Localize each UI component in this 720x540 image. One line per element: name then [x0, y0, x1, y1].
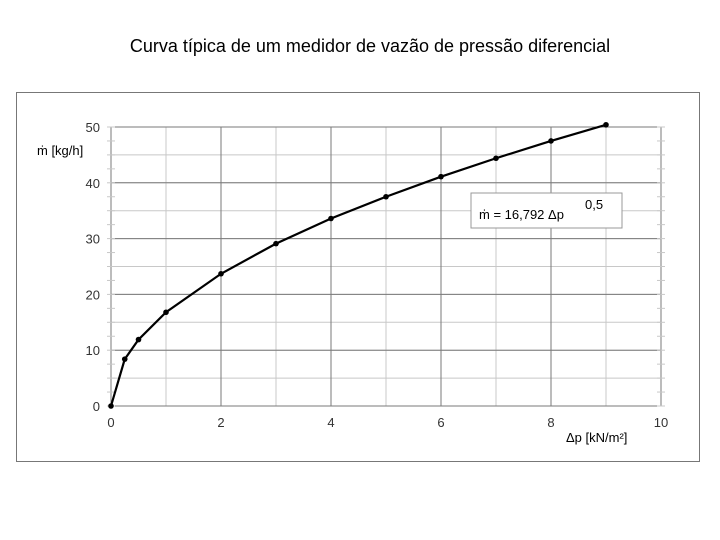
x-tick-label: 8 [547, 415, 554, 430]
data-point [328, 215, 334, 222]
y-tick-label: 30 [86, 232, 100, 247]
chart-frame: 0 2 4 6 8 10 0 10 20 30 40 50 Δp [kN/m²] ṁ [kg/h] ṁ = … [16, 92, 700, 462]
data-point [603, 121, 609, 128]
data-point [548, 138, 554, 144]
equation-exponent: 0,5 [585, 197, 603, 212]
data-point [438, 173, 444, 180]
y-tick-label: 20 [86, 287, 100, 302]
y-tick-label: 10 [86, 343, 100, 358]
series-line [109, 123, 607, 407]
data-point [383, 193, 389, 200]
x-tick-label: 4 [327, 415, 334, 430]
equation-box [470, 192, 623, 229]
x-tick-label: 6 [437, 415, 444, 430]
chart-plot: 0 2 4 6 8 10 0 10 20 30 40 50 Δp [kN/m²] ṁ [kg/h] ṁ = … [37, 120, 668, 445]
chart-title: Curva típica de um medidor de vazão de p… [129, 36, 611, 56]
y-tick-label: 40 [86, 176, 100, 191]
x-tick-label: 2 [217, 415, 224, 430]
data-point [108, 403, 114, 409]
data-point [218, 270, 224, 277]
data-point [163, 309, 169, 316]
y-axis-label: ṁ [kg/h] [37, 143, 83, 158]
data-point [135, 336, 142, 343]
data-point [121, 356, 128, 362]
y-tick-label: 50 [86, 120, 100, 135]
x-tick-label: 10 [654, 415, 668, 430]
y-tick-label: 0 [93, 399, 100, 414]
data-point [273, 240, 279, 247]
x-tick-label: 0 [107, 415, 114, 430]
equation-text: ṁ = 16,792 Δp [479, 207, 564, 222]
x-axis-label: Δp [kN/m²] [566, 430, 627, 445]
data-point [493, 155, 499, 162]
